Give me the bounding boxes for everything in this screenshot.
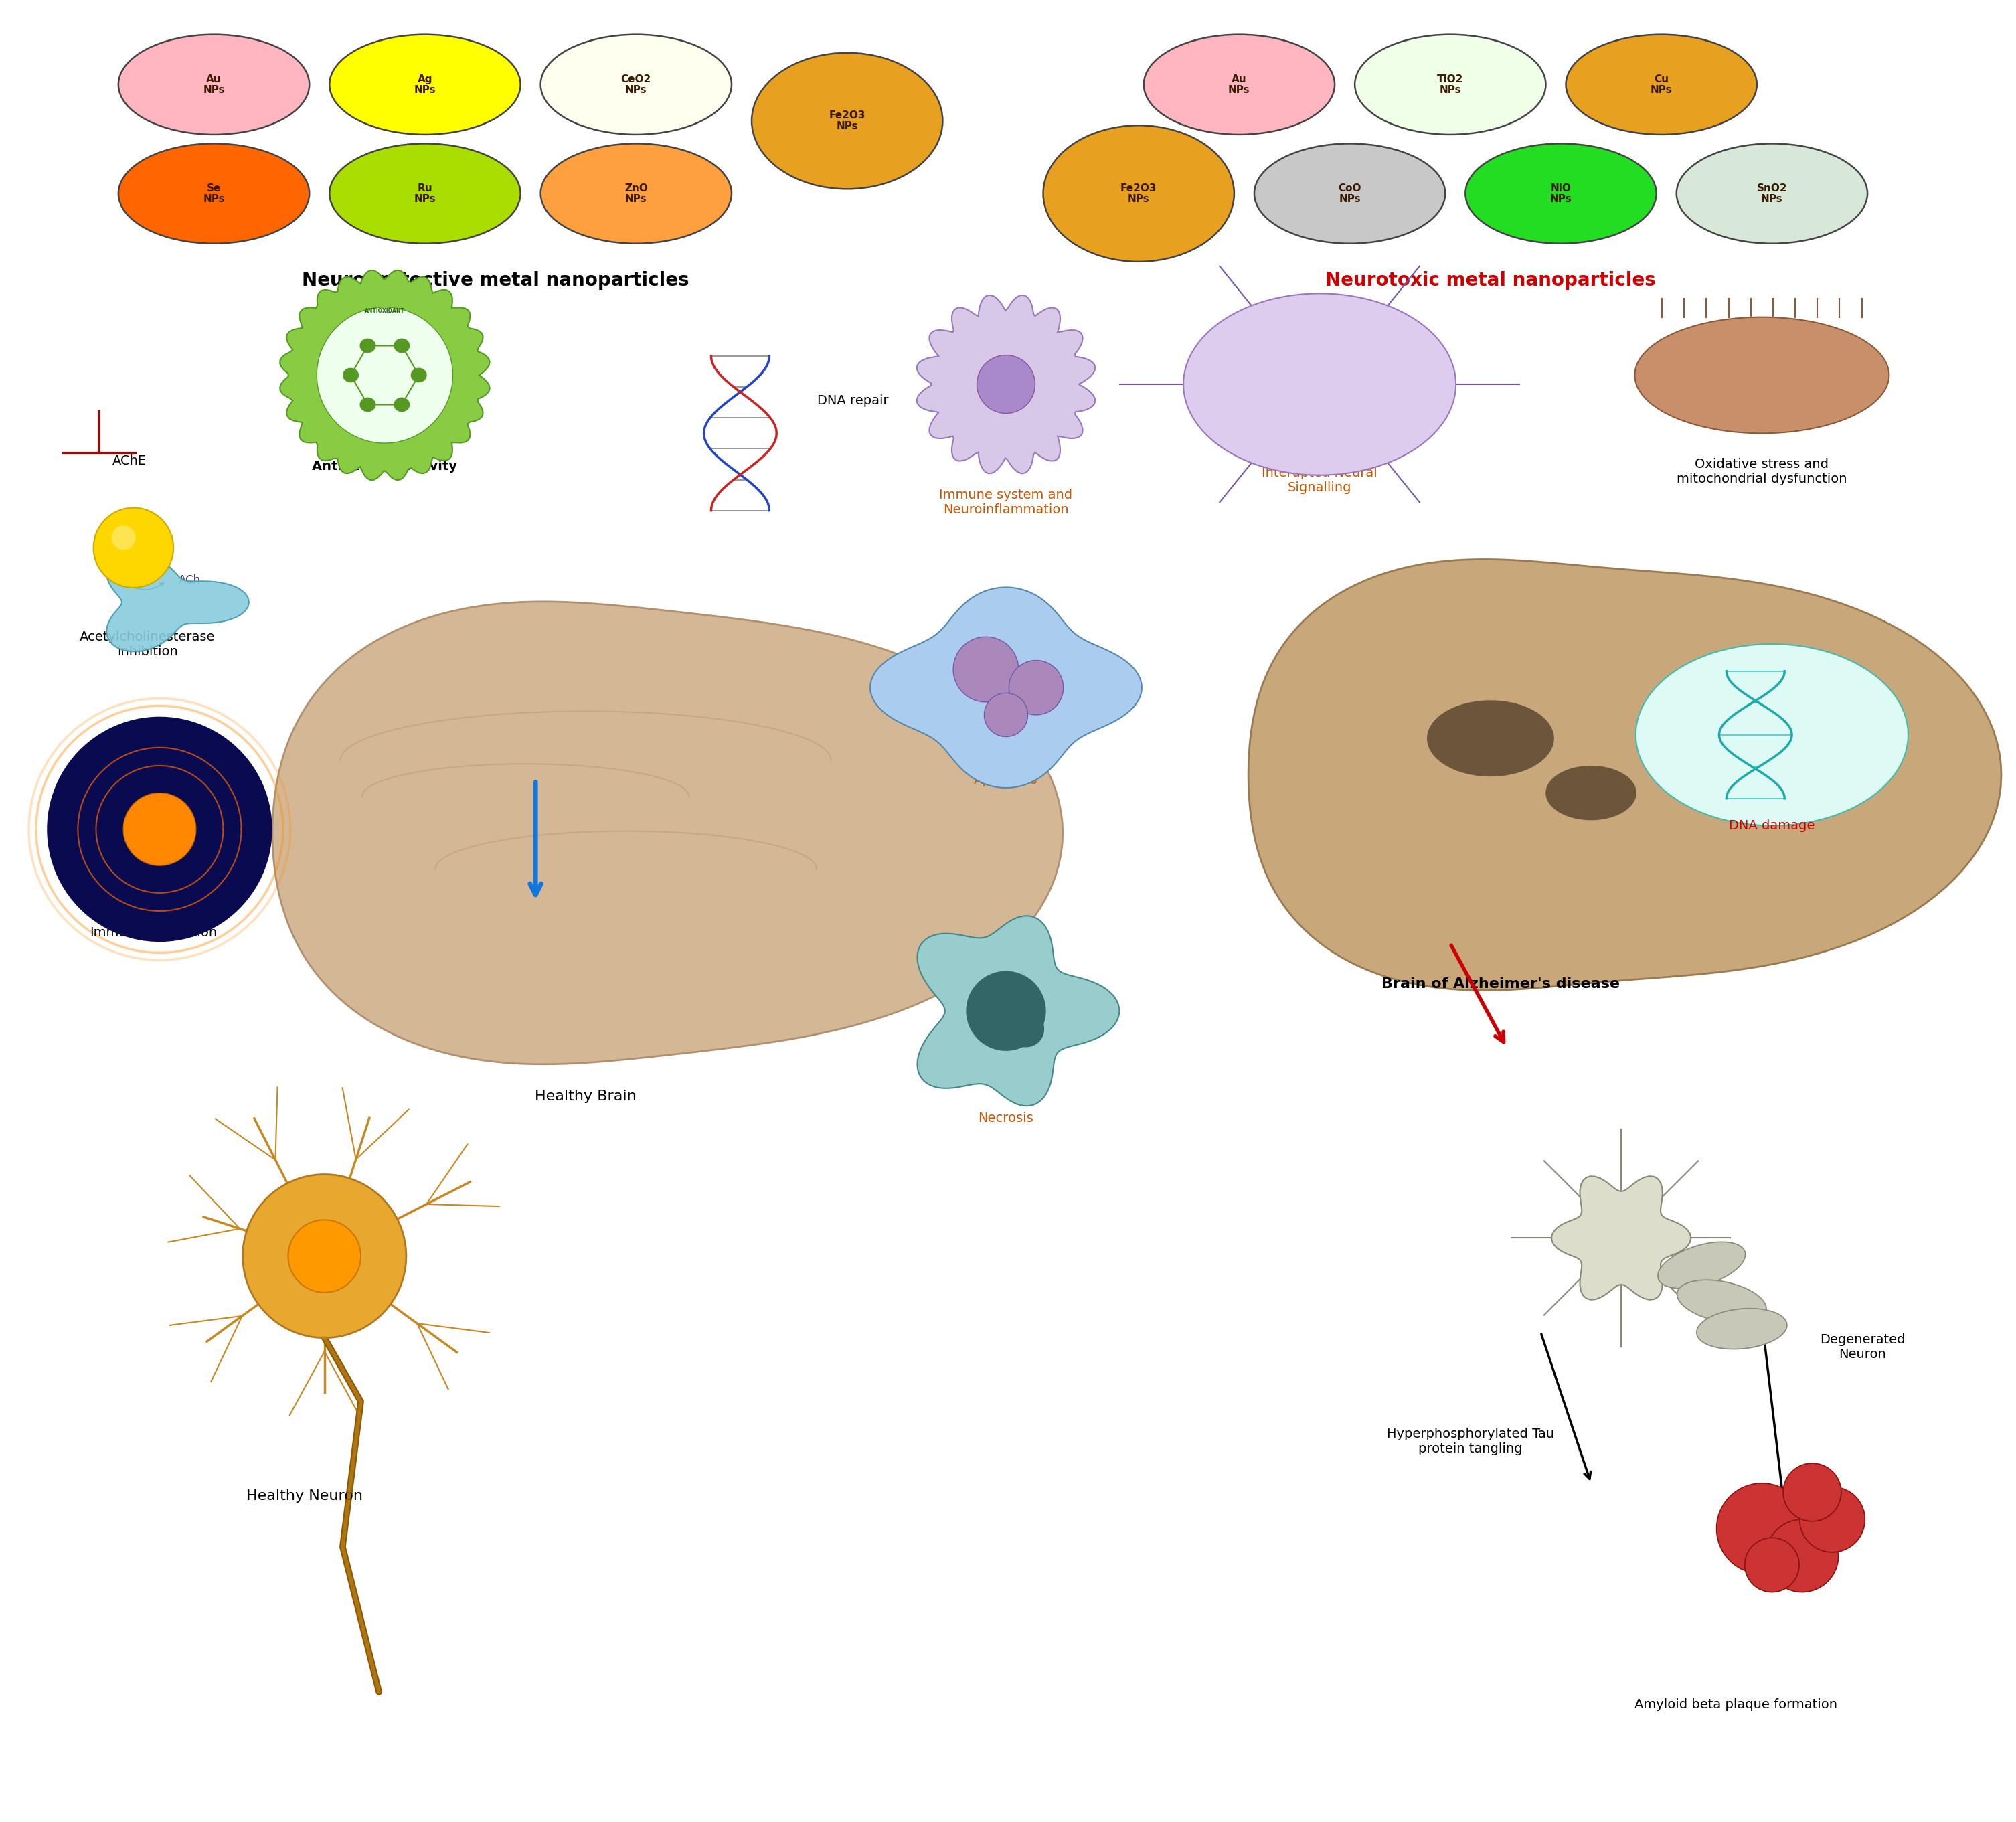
Text: Degenerated
Neuron: Degenerated Neuron	[1820, 1334, 1905, 1361]
Polygon shape	[1635, 317, 1889, 434]
Circle shape	[359, 397, 375, 412]
Text: Au
NPs: Au NPs	[1228, 75, 1250, 95]
Polygon shape	[46, 716, 272, 942]
Text: Antioxidant activity: Antioxidant activity	[312, 459, 458, 472]
Text: CoO
NPs: CoO NPs	[1339, 182, 1361, 204]
Text: NiO
NPs: NiO NPs	[1550, 182, 1572, 204]
Text: Healthy Neuron: Healthy Neuron	[246, 1489, 363, 1503]
Polygon shape	[317, 308, 454, 443]
Text: Amyloid beta plaque formation: Amyloid beta plaque formation	[1635, 1698, 1837, 1711]
Polygon shape	[954, 636, 1018, 701]
Ellipse shape	[329, 35, 520, 135]
Polygon shape	[1008, 1011, 1044, 1048]
Ellipse shape	[329, 144, 520, 244]
Ellipse shape	[752, 53, 943, 189]
Text: AChE: AChE	[113, 454, 147, 466]
Ellipse shape	[1143, 35, 1335, 135]
Polygon shape	[1635, 643, 1909, 825]
Circle shape	[343, 368, 359, 383]
Ellipse shape	[1254, 144, 1445, 244]
Text: Brain of Alzheimer's disease: Brain of Alzheimer's disease	[1381, 977, 1619, 991]
Text: Cu
NPs: Cu NPs	[1651, 75, 1673, 95]
Text: Neuroprotective metal nanoparticles: Neuroprotective metal nanoparticles	[302, 271, 689, 290]
Ellipse shape	[119, 35, 308, 135]
Polygon shape	[1183, 293, 1456, 476]
Polygon shape	[107, 552, 250, 652]
Polygon shape	[1427, 700, 1554, 776]
Polygon shape	[978, 355, 1034, 414]
Polygon shape	[984, 692, 1028, 736]
Text: ACh: ACh	[179, 574, 202, 587]
Ellipse shape	[119, 144, 308, 244]
Polygon shape	[966, 971, 1046, 1051]
Text: Ru
NPs: Ru NPs	[413, 182, 435, 204]
Polygon shape	[1766, 1520, 1839, 1592]
Text: Oxidative stress and
mitochondrial dysfunction: Oxidative stress and mitochondrial dysfu…	[1677, 457, 1847, 485]
Text: TiO2
NPs: TiO2 NPs	[1437, 75, 1464, 95]
Polygon shape	[111, 527, 135, 550]
Text: DNA repair: DNA repair	[816, 394, 889, 406]
Polygon shape	[288, 1219, 361, 1292]
Text: ZnO
NPs: ZnO NPs	[625, 182, 647, 204]
Text: Se
NPs: Se NPs	[204, 182, 226, 204]
Polygon shape	[1784, 1463, 1841, 1521]
Polygon shape	[1744, 1538, 1798, 1592]
Polygon shape	[123, 793, 196, 865]
Polygon shape	[272, 601, 1062, 1064]
Text: Fe2O3
NPs: Fe2O3 NPs	[829, 111, 865, 131]
Text: DNA damage: DNA damage	[1730, 820, 1814, 833]
Circle shape	[393, 339, 409, 353]
Polygon shape	[280, 270, 490, 479]
Text: Ag
NPs: Ag NPs	[413, 75, 435, 95]
Ellipse shape	[1355, 35, 1546, 135]
Circle shape	[393, 397, 409, 412]
Text: Neurotoxic metal nanoparticles: Neurotoxic metal nanoparticles	[1325, 271, 1655, 290]
Text: Immunomodulation: Immunomodulation	[91, 926, 218, 938]
Polygon shape	[917, 916, 1119, 1106]
Polygon shape	[1657, 1243, 1746, 1288]
Polygon shape	[1716, 1483, 1806, 1574]
Polygon shape	[93, 508, 173, 589]
Circle shape	[411, 368, 427, 383]
Polygon shape	[1800, 1487, 1865, 1552]
Ellipse shape	[540, 35, 732, 135]
Text: Necrosis: Necrosis	[978, 1111, 1034, 1124]
Polygon shape	[1677, 1281, 1766, 1323]
Circle shape	[359, 339, 375, 353]
Polygon shape	[1546, 765, 1637, 820]
Text: Interupted Neural
Signalling: Interupted Neural Signalling	[1262, 466, 1377, 494]
Text: SnO2
NPs: SnO2 NPs	[1756, 182, 1788, 204]
Polygon shape	[917, 295, 1095, 474]
Polygon shape	[871, 587, 1141, 787]
Text: Immune system and
Neuroinflammation: Immune system and Neuroinflammation	[939, 488, 1073, 516]
Polygon shape	[242, 1175, 405, 1337]
Ellipse shape	[540, 144, 732, 244]
Ellipse shape	[1042, 126, 1234, 262]
Text: Acetylcholinesterase
inhibition: Acetylcholinesterase inhibition	[81, 630, 216, 658]
Text: Hyperphosphorylated Tau
protein tangling: Hyperphosphorylated Tau protein tangling	[1387, 1428, 1554, 1456]
Ellipse shape	[1566, 35, 1756, 135]
Polygon shape	[1552, 1177, 1691, 1299]
Text: CeO2
NPs: CeO2 NPs	[621, 75, 651, 95]
Text: Fe2O3
NPs: Fe2O3 NPs	[1121, 182, 1157, 204]
Text: Au
NPs: Au NPs	[204, 75, 226, 95]
Text: Healthy Brain: Healthy Brain	[534, 1090, 637, 1102]
Text: Apoptosis: Apoptosis	[974, 774, 1038, 787]
Polygon shape	[1248, 559, 2002, 991]
Polygon shape	[1697, 1308, 1786, 1348]
Polygon shape	[1008, 660, 1062, 714]
Ellipse shape	[1466, 144, 1657, 244]
Text: ANTIOXIDANT: ANTIOXIDANT	[365, 308, 405, 313]
Ellipse shape	[1677, 144, 1867, 244]
